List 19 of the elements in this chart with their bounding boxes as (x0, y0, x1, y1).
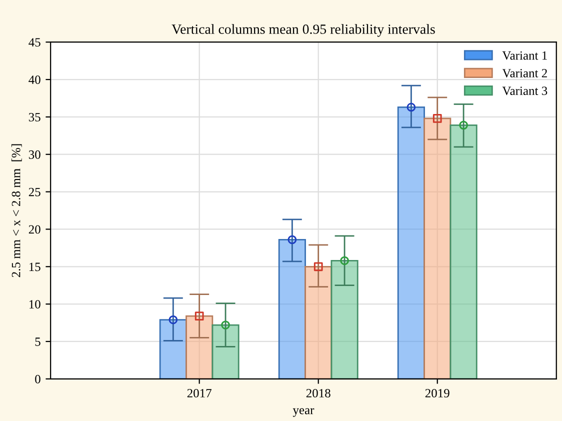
chart-title: Vertical columns mean 0.95 reliability intervals (172, 24, 435, 37)
y-tick-label: 20 (28, 225, 40, 234)
y-tick-label: 10 (29, 300, 40, 309)
y-tick-label: 15 (29, 262, 40, 272)
y-tick-label: 25 (28, 188, 40, 196)
y-tick-label: 30 (28, 150, 40, 159)
y-axis-title: 2.5 mm < x < 2.8 mm [%] (11, 144, 22, 278)
y-tick-label: 35 (28, 113, 40, 122)
legend-label: Variant 2 (502, 68, 547, 78)
legend-label: Variant 1 (502, 51, 547, 60)
legend-label: Variant 3 (502, 86, 548, 96)
y-tick-label: 45 (28, 38, 40, 47)
x-tick-label: 2019 (425, 388, 450, 398)
y-tick-label: 5 (35, 338, 40, 346)
y-tick-label: 0 (35, 374, 40, 384)
x-tick-label: 2017 (187, 388, 212, 398)
y-tick-label: 40 (28, 76, 40, 84)
x-axis-title: year (292, 408, 314, 417)
x-tick-label: 2018 (306, 388, 330, 398)
